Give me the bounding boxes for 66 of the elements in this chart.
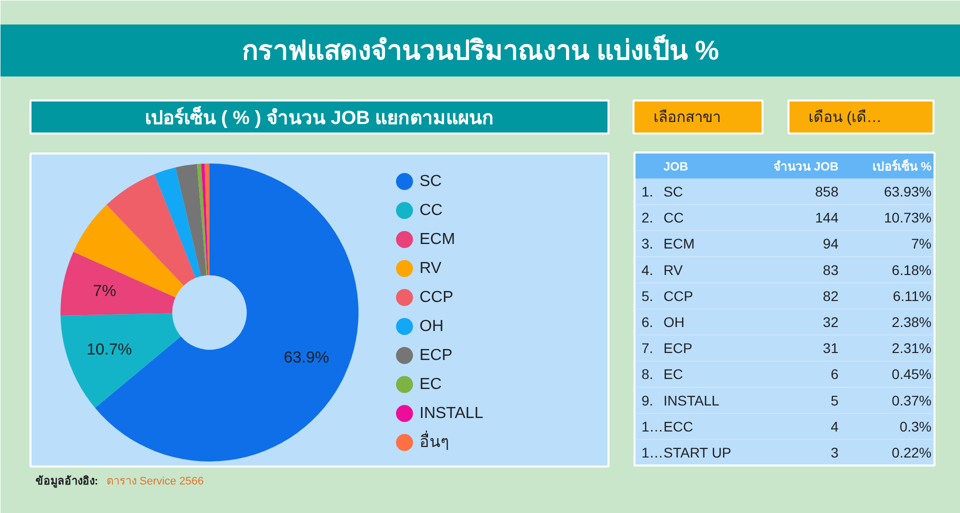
category-label: SC <box>664 184 683 200</box>
legend-label: SC <box>420 173 442 190</box>
data-label: 83 <box>822 262 839 278</box>
legend-label: EC <box>420 376 442 393</box>
text: ตาราง Service 2566 <box>106 476 204 488</box>
legend-label: ECM <box>420 231 456 248</box>
data-label: 2. <box>642 210 654 226</box>
category-label: CCP <box>664 288 694 304</box>
data-label: 9. <box>642 392 654 408</box>
data-label: 0.22% <box>892 444 932 460</box>
data-label: 858 <box>815 184 839 200</box>
chart-title: กราฟแสดงจำนวนปริมาณงาน แบ่งเป็น % <box>242 32 720 66</box>
data-label: 0.45% <box>892 366 932 382</box>
data-label: 1… <box>642 444 664 460</box>
data-label: 10.7% <box>86 341 132 358</box>
data-label: 8. <box>642 366 654 382</box>
text: JOB <box>664 160 689 174</box>
data-label: 1… <box>642 418 664 434</box>
category-label: ECM <box>664 236 695 252</box>
data-label: 2.38% <box>892 314 932 330</box>
data-label: 10.73% <box>884 210 932 226</box>
data-label: 7% <box>911 236 932 252</box>
data-label: 1. <box>642 184 654 200</box>
category-label: RV <box>664 262 684 278</box>
data-label: 6.18% <box>892 262 932 278</box>
legend-label: OH <box>420 318 444 335</box>
data-label: 0.37% <box>892 392 932 408</box>
data-label: 32 <box>822 314 839 330</box>
data-label: 63.93% <box>884 184 932 200</box>
legend-label: CCP <box>420 289 454 306</box>
data-label: 2.31% <box>892 340 932 356</box>
data-label: 6.11% <box>892 288 932 304</box>
data-label: 5 <box>830 392 839 408</box>
data-label: 144 <box>815 210 839 226</box>
category-label: ECC <box>664 418 694 434</box>
text: เลือกสาขา <box>654 109 720 126</box>
legend-label: RV <box>420 260 442 277</box>
category-label: EC <box>664 366 683 382</box>
data-label: 3. <box>642 236 654 252</box>
data-label: 82 <box>822 288 839 304</box>
legend-label: อื่นๆ <box>420 430 450 451</box>
text: จำนวน JOB <box>773 160 839 174</box>
data-label: 4. <box>642 262 654 278</box>
legend-label: INSTALL <box>420 405 484 422</box>
data-label: 7. <box>642 340 654 356</box>
category-label: OH <box>664 314 684 330</box>
category-label: CC <box>664 210 684 226</box>
data-label: 4 <box>830 418 839 434</box>
data-label: 0.3% <box>900 418 932 434</box>
data-label: 63.9% <box>284 349 330 366</box>
category-label: INSTALL <box>664 392 720 408</box>
category-label: ECP <box>664 340 692 356</box>
text: เปอร์เซ็น % <box>872 158 932 174</box>
data-label: 31 <box>822 340 839 356</box>
data-label: 5. <box>642 288 654 304</box>
data-label: 6. <box>642 314 654 330</box>
legend-label: ECP <box>420 347 452 364</box>
chart-subtitle: เปอร์เซ็น ( % ) จำนวน JOB แยกตามแผนก <box>144 105 494 129</box>
data-label: 3 <box>830 444 839 460</box>
category-label: START UP <box>664 444 732 460</box>
text: เดือน (เดื… <box>808 109 882 126</box>
data-label: 7% <box>93 282 116 300</box>
data-label: 6 <box>830 366 839 382</box>
legend-label: CC <box>420 202 443 219</box>
data-label: 94 <box>822 236 839 252</box>
text: ข้อมูลอ้างอิง: <box>36 474 98 488</box>
